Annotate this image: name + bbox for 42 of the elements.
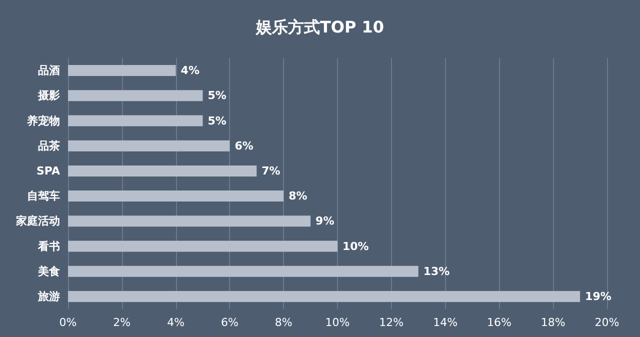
x-tick-label: 14%	[433, 316, 458, 329]
x-tick-label: 20%	[594, 316, 620, 329]
y-tick-label: 自驾车	[27, 190, 60, 203]
y-tick-label: 美食	[37, 264, 60, 278]
y-tick-label: 旅游	[37, 290, 60, 303]
data-label: 4%	[180, 64, 200, 78]
bar	[68, 65, 176, 76]
x-tick-label: 0%	[59, 316, 77, 329]
x-tick-label: 4%	[167, 316, 185, 329]
data-label: 5%	[208, 89, 226, 102]
y-tick-label: 品茶	[38, 139, 60, 152]
x-tick-label: 2%	[113, 316, 131, 329]
data-label: 8%	[288, 190, 308, 203]
x-tick-label: 12%	[379, 316, 404, 329]
data-label: 10%	[342, 240, 369, 253]
x-tick-label: 18%	[540, 316, 566, 329]
y-tick-label: 品酒	[38, 64, 60, 78]
data-label: 6%	[234, 139, 254, 152]
y-tick-label: 养宠物	[26, 114, 60, 128]
bar	[68, 266, 418, 277]
bar	[68, 90, 203, 102]
y-tick-label: 家庭活动	[15, 214, 60, 228]
x-tick-label: 6%	[220, 316, 238, 329]
data-label: 5%	[208, 114, 226, 128]
y-tick-label: SPA	[36, 164, 60, 178]
x-tick-label: 16%	[486, 316, 512, 329]
data-label: 7%	[262, 164, 280, 178]
bar	[68, 165, 257, 176]
bar	[68, 216, 311, 227]
data-label: 19%	[585, 290, 612, 303]
bar	[68, 190, 284, 202]
x-tick-label: 8%	[274, 316, 292, 329]
x-tick-label: 10%	[325, 316, 350, 329]
bar	[68, 290, 580, 302]
data-label: 13%	[423, 264, 450, 278]
chart-title: 娱乐方式TOP 10	[254, 18, 384, 36]
data-label: 9%	[316, 214, 334, 228]
y-tick-label: 看书	[37, 240, 60, 253]
bar	[68, 115, 203, 126]
bar	[68, 240, 338, 252]
bar	[68, 140, 230, 152]
y-tick-label: 摄影	[37, 89, 60, 102]
